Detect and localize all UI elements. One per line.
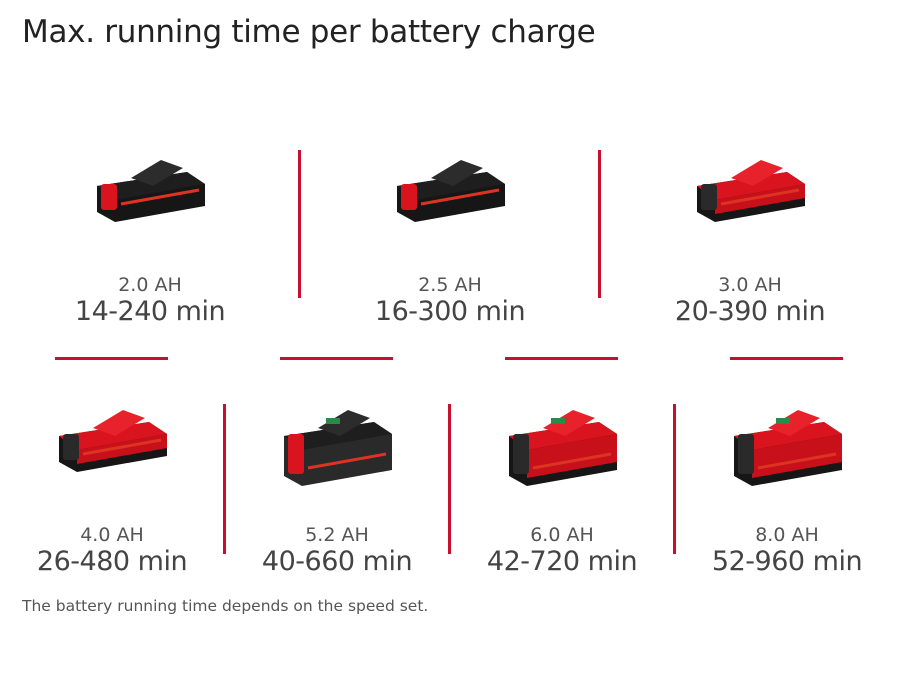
divider: [598, 150, 601, 298]
battery-item: 5.2 AH 40-660 min: [227, 400, 447, 578]
divider: [505, 357, 618, 360]
battery-item: 6.0 AH 42-720 min: [452, 400, 672, 578]
battery-runtime: 26-480 min: [36, 546, 188, 577]
battery-runtime: 42-720 min: [486, 546, 638, 577]
divider: [223, 404, 226, 554]
battery-image: [227, 400, 447, 524]
divider: [55, 357, 168, 360]
battery-image: [640, 150, 860, 274]
battery-image: [2, 400, 222, 524]
footnote: The battery running time depends on the …: [22, 597, 429, 615]
battery-capacity: 5.2 AH: [305, 524, 369, 546]
battery-runtime: 40-660 min: [261, 546, 413, 577]
divider: [280, 357, 393, 360]
battery-capacity: 3.0 AH: [718, 274, 782, 296]
battery-item: 2.5 AH 16-300 min: [340, 150, 560, 328]
battery-item: 8.0 AH 52-960 min: [677, 400, 897, 578]
battery-capacity: 2.5 AH: [418, 274, 482, 296]
battery-image: [40, 150, 260, 274]
battery-image: [340, 150, 560, 274]
battery-item: 4.0 AH 26-480 min: [2, 400, 222, 578]
divider: [448, 404, 451, 554]
battery-image: [452, 400, 672, 524]
page-title: Max. running time per battery charge: [22, 14, 596, 50]
divider: [730, 357, 843, 360]
battery-item: 3.0 AH 20-390 min: [640, 150, 860, 328]
battery-capacity: 2.0 AH: [118, 274, 182, 296]
battery-capacity: 8.0 AH: [755, 524, 819, 546]
battery-runtime: 20-390 min: [674, 296, 826, 327]
battery-runtime: 14-240 min: [74, 296, 226, 327]
battery-item: 2.0 AH 14-240 min: [40, 150, 260, 328]
divider: [298, 150, 301, 298]
battery-runtime: 52-960 min: [711, 546, 863, 577]
battery-capacity: 4.0 AH: [80, 524, 144, 546]
battery-runtime: 16-300 min: [374, 296, 526, 327]
battery-capacity: 6.0 AH: [530, 524, 594, 546]
divider: [673, 404, 676, 554]
battery-image: [677, 400, 897, 524]
